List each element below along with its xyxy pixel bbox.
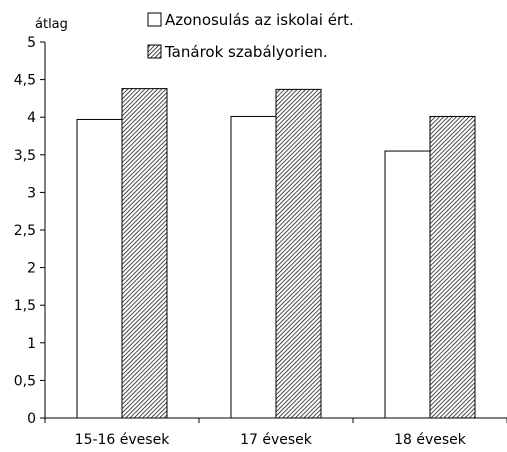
y-tick-label: 3 bbox=[27, 185, 36, 201]
bar-azonosulas-0 bbox=[76, 118, 123, 419]
bars-group bbox=[76, 88, 476, 419]
bar-azonosulas-2 bbox=[384, 150, 431, 419]
y-tick-label: 1,5 bbox=[14, 298, 36, 314]
y-tick-label: 4,5 bbox=[14, 73, 36, 89]
y-tick-label: 2 bbox=[27, 261, 36, 277]
y-tick-label: 0 bbox=[27, 411, 36, 427]
y-tick-label: 1 bbox=[27, 336, 36, 352]
x-category-label: 17 évesek bbox=[240, 432, 313, 448]
legend: Azonosulás az iskolai ért. Tanárok szabál… bbox=[147, 11, 354, 61]
y-tick-label: 0,5 bbox=[14, 373, 36, 389]
bar-tanarok-2 bbox=[429, 115, 476, 419]
x-axis: 15-16 évesek 17 évesek 18 évesek bbox=[44, 417, 507, 448]
y-axis-label: átlag bbox=[35, 17, 68, 32]
legend-swatch bbox=[147, 12, 162, 27]
y-tick-label: 5 bbox=[27, 35, 36, 51]
legend-swatch bbox=[147, 44, 162, 59]
bar-tanarok-0 bbox=[121, 88, 168, 419]
y-axis: 0 0,5 1 1,5 2 2,5 3 3,5 4 4,5 5 bbox=[14, 35, 46, 427]
x-category-label: 18 évesek bbox=[394, 432, 467, 448]
y-tick-label: 3,5 bbox=[14, 148, 36, 164]
bar-tanarok-1 bbox=[275, 88, 322, 419]
x-category-label: 15-16 évesek bbox=[75, 432, 171, 448]
bar-azonosulas-1 bbox=[230, 115, 277, 419]
legend-label: Tanárok szabályorien. bbox=[164, 43, 328, 61]
y-tick-label: 4 bbox=[27, 110, 36, 126]
y-tick-label: 2,5 bbox=[14, 223, 36, 239]
legend-label: Azonosulás az iskolai ért. bbox=[165, 11, 354, 29]
